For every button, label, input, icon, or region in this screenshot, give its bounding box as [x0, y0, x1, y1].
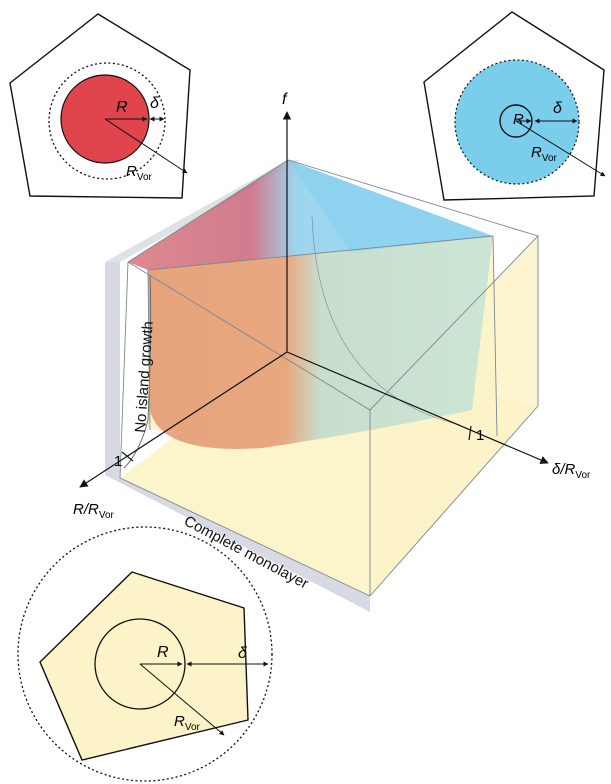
- f-axis-label: f: [282, 91, 288, 108]
- back-curve: [311, 214, 461, 426]
- inset-red-rvor-sub: Vor: [137, 172, 153, 183]
- inset-yellow-dotted-circle: [17, 526, 273, 782]
- r-axis-label-sub: Vor: [99, 510, 115, 521]
- axes: [79, 111, 549, 488]
- boundary-curve: [123, 274, 152, 469]
- inset-yellow-delta-label: δ: [238, 645, 248, 662]
- inset-red: R δ RVor: [9, 13, 191, 199]
- box-edge-bottom: [119, 405, 539, 597]
- phase-box: [105, 159, 539, 612]
- inset-red-delta-label: δ: [150, 95, 160, 112]
- r-axis: [79, 351, 288, 488]
- d-axis-label-sub: Vor: [575, 470, 591, 481]
- inset-red-rvor-base: R: [126, 163, 137, 180]
- d-axis-label-base: δ/R: [552, 461, 576, 478]
- right-inner-edge: [492, 235, 498, 437]
- r-axis-label-base: R/R: [73, 501, 99, 518]
- inset-blue-rvor-sub: Vor: [542, 153, 558, 164]
- inset-yellow-rvor-sub: Vor: [185, 722, 201, 733]
- d-tick-label: 1: [476, 427, 484, 444]
- phase-surface: [148, 236, 493, 449]
- inset-yellow: R δ RVor: [17, 526, 273, 782]
- box-edge-left: [119, 261, 129, 479]
- inset-blue: R δ RVor: [423, 11, 606, 201]
- r-tick: [121, 451, 134, 462]
- inset-blue-rvor-label: RVor: [531, 144, 558, 164]
- box-right-face: [370, 236, 538, 596]
- inset-red-dotted-circle: [48, 62, 166, 180]
- inset-yellow-polygon: [39, 571, 249, 761]
- d-axis-label: δ/RVor: [552, 461, 591, 481]
- top-sheet-blue: [288, 160, 493, 252]
- inset-blue-rvor-arrow: [515, 120, 606, 177]
- inset-red-rvor-arrow: [104, 118, 188, 174]
- inset-red-rvor-label: RVor: [126, 163, 153, 183]
- inset-yellow-rvor-base: R: [174, 713, 185, 730]
- inset-yellow-island: [94, 618, 186, 710]
- inset-blue-island: [499, 104, 533, 138]
- inset-blue-r-label: R: [513, 111, 524, 128]
- d-tick: [468, 425, 472, 441]
- top-diagonal: [147, 235, 494, 271]
- inset-yellow-r-label: R: [157, 644, 169, 661]
- no-island-growth-slab: [105, 262, 370, 612]
- inset-blue-rvor-base: R: [531, 144, 542, 161]
- inset-yellow-rvor-arrow: [139, 663, 225, 736]
- inset-blue-delta-label: δ: [553, 100, 563, 117]
- r-tick-label: 1: [114, 453, 122, 470]
- inset-red-r-label: R: [116, 99, 128, 116]
- inset-yellow-rvor-label: RVor: [174, 713, 201, 733]
- inner-vertical: [147, 269, 151, 431]
- r-axis-label: R/RVor: [73, 501, 115, 521]
- d-axis: [286, 351, 549, 464]
